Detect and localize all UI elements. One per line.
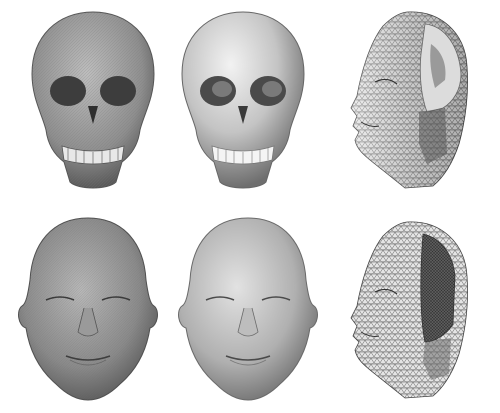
skull-face-wireframe-side-image: [350, 11, 468, 189]
skull-mesh-front-image: [31, 11, 155, 189]
skull-smooth-front-panel: [168, 6, 318, 196]
face-mesh-front-image: [18, 217, 158, 401]
face-wireframe-side-panel: [335, 214, 485, 404]
skull-face-wireframe-side-panel: [335, 4, 485, 194]
face-smooth-front-panel: [168, 214, 328, 406]
face-smooth-front-image: [178, 217, 318, 401]
face-mesh-front-panel: [8, 214, 168, 406]
skull-mesh-front-panel: [18, 6, 168, 196]
face-wireframe-side-image: [350, 221, 468, 399]
skull-smooth-front-image: [181, 11, 305, 189]
